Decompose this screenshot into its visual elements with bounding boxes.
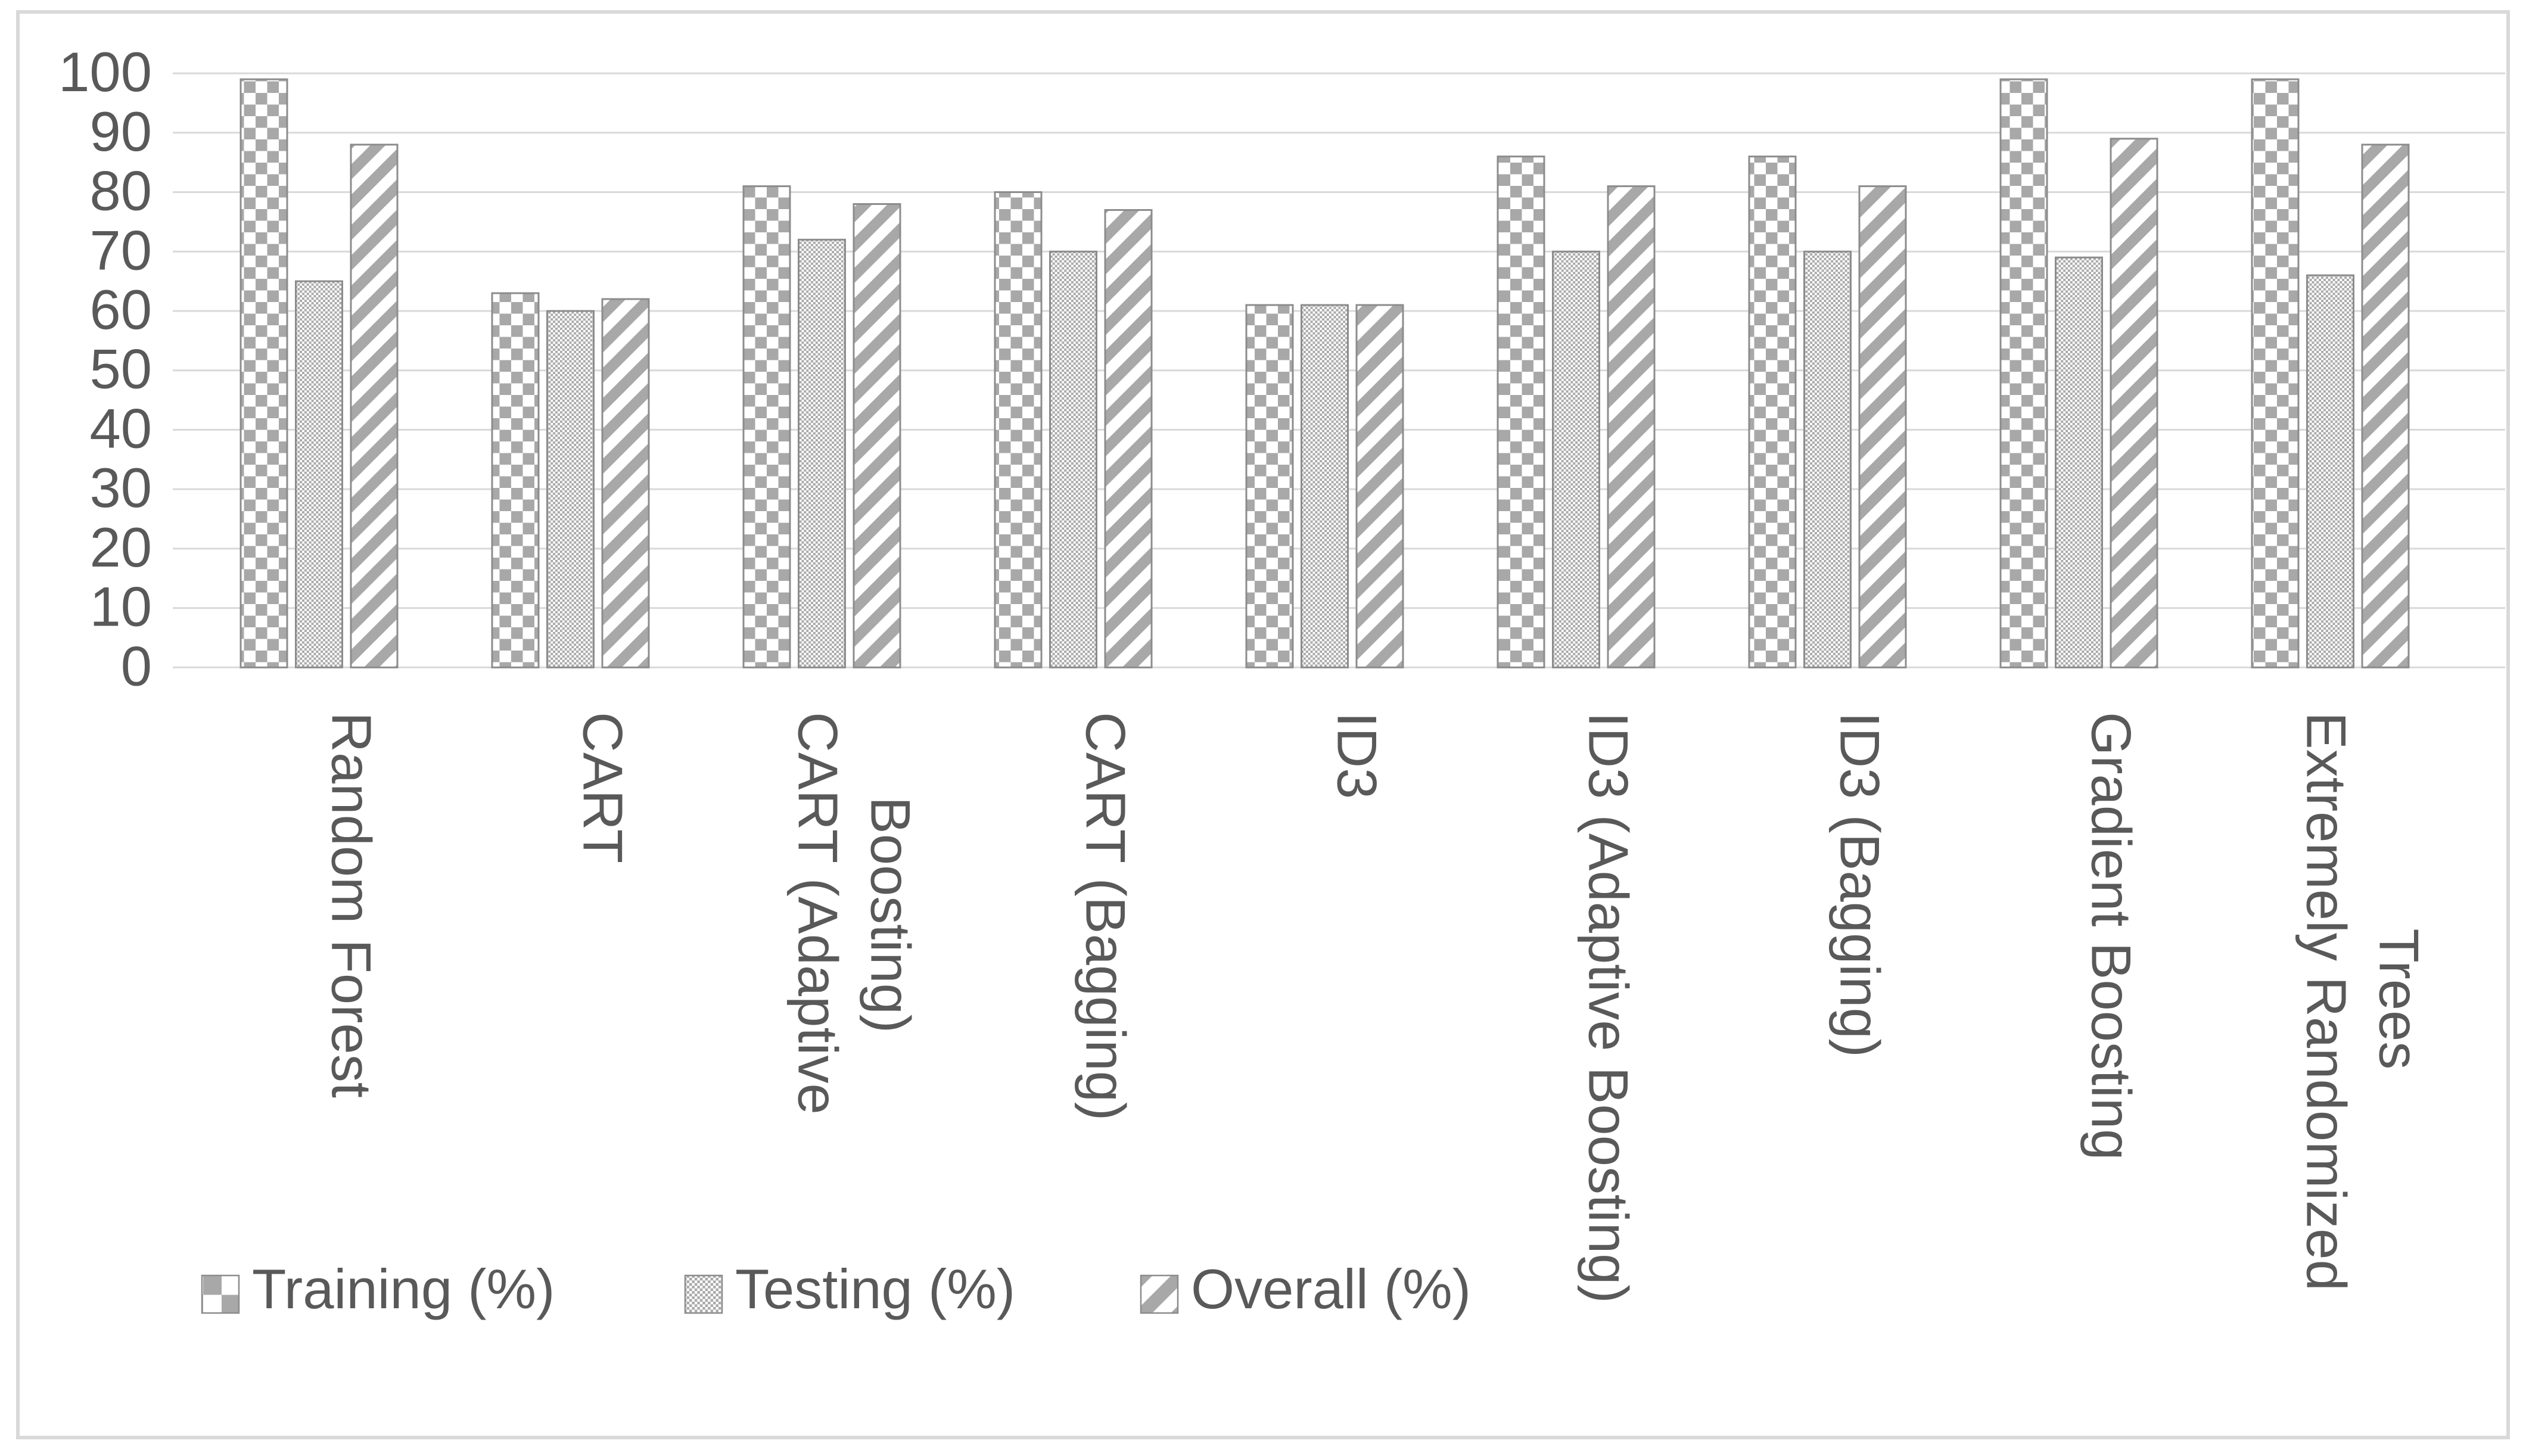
svg-text:60: 60 — [89, 278, 152, 341]
svg-text:0: 0 — [121, 634, 152, 697]
svg-text:Extremely Randomized: Extremely Randomized — [2295, 712, 2358, 1291]
svg-text:Overall (%): Overall (%) — [1191, 1258, 1471, 1320]
svg-text:70: 70 — [89, 219, 152, 281]
svg-text:Gradient Boosting: Gradient Boosting — [2080, 712, 2143, 1160]
svg-text:50: 50 — [89, 338, 152, 400]
svg-text:Random Forest: Random Forest — [321, 712, 383, 1098]
svg-text:Training (%): Training (%) — [252, 1258, 555, 1320]
svg-text:Testing (%): Testing (%) — [735, 1258, 1015, 1320]
svg-text:CART (Adaptive: CART (Adaptive — [787, 712, 850, 1115]
svg-text:ID3: ID3 — [1326, 712, 1389, 799]
svg-text:ID3 (Bagging): ID3 (Bagging) — [1829, 712, 1892, 1057]
svg-text:20: 20 — [89, 516, 152, 578]
svg-text:30: 30 — [89, 456, 152, 519]
svg-text:CART: CART — [572, 712, 634, 863]
svg-text:90: 90 — [89, 100, 152, 163]
svg-text:40: 40 — [89, 397, 152, 459]
svg-text:10: 10 — [89, 575, 152, 638]
svg-text:CART (Bagging): CART (Bagging) — [1075, 712, 1137, 1121]
svg-text:ID3 (Adaptive Boosting): ID3 (Adaptive Boosting) — [1578, 712, 1640, 1303]
svg-text:Boosting): Boosting) — [860, 797, 922, 1033]
svg-text:100: 100 — [58, 41, 152, 103]
svg-text:80: 80 — [89, 160, 152, 222]
svg-text:Trees: Trees — [2368, 929, 2431, 1070]
